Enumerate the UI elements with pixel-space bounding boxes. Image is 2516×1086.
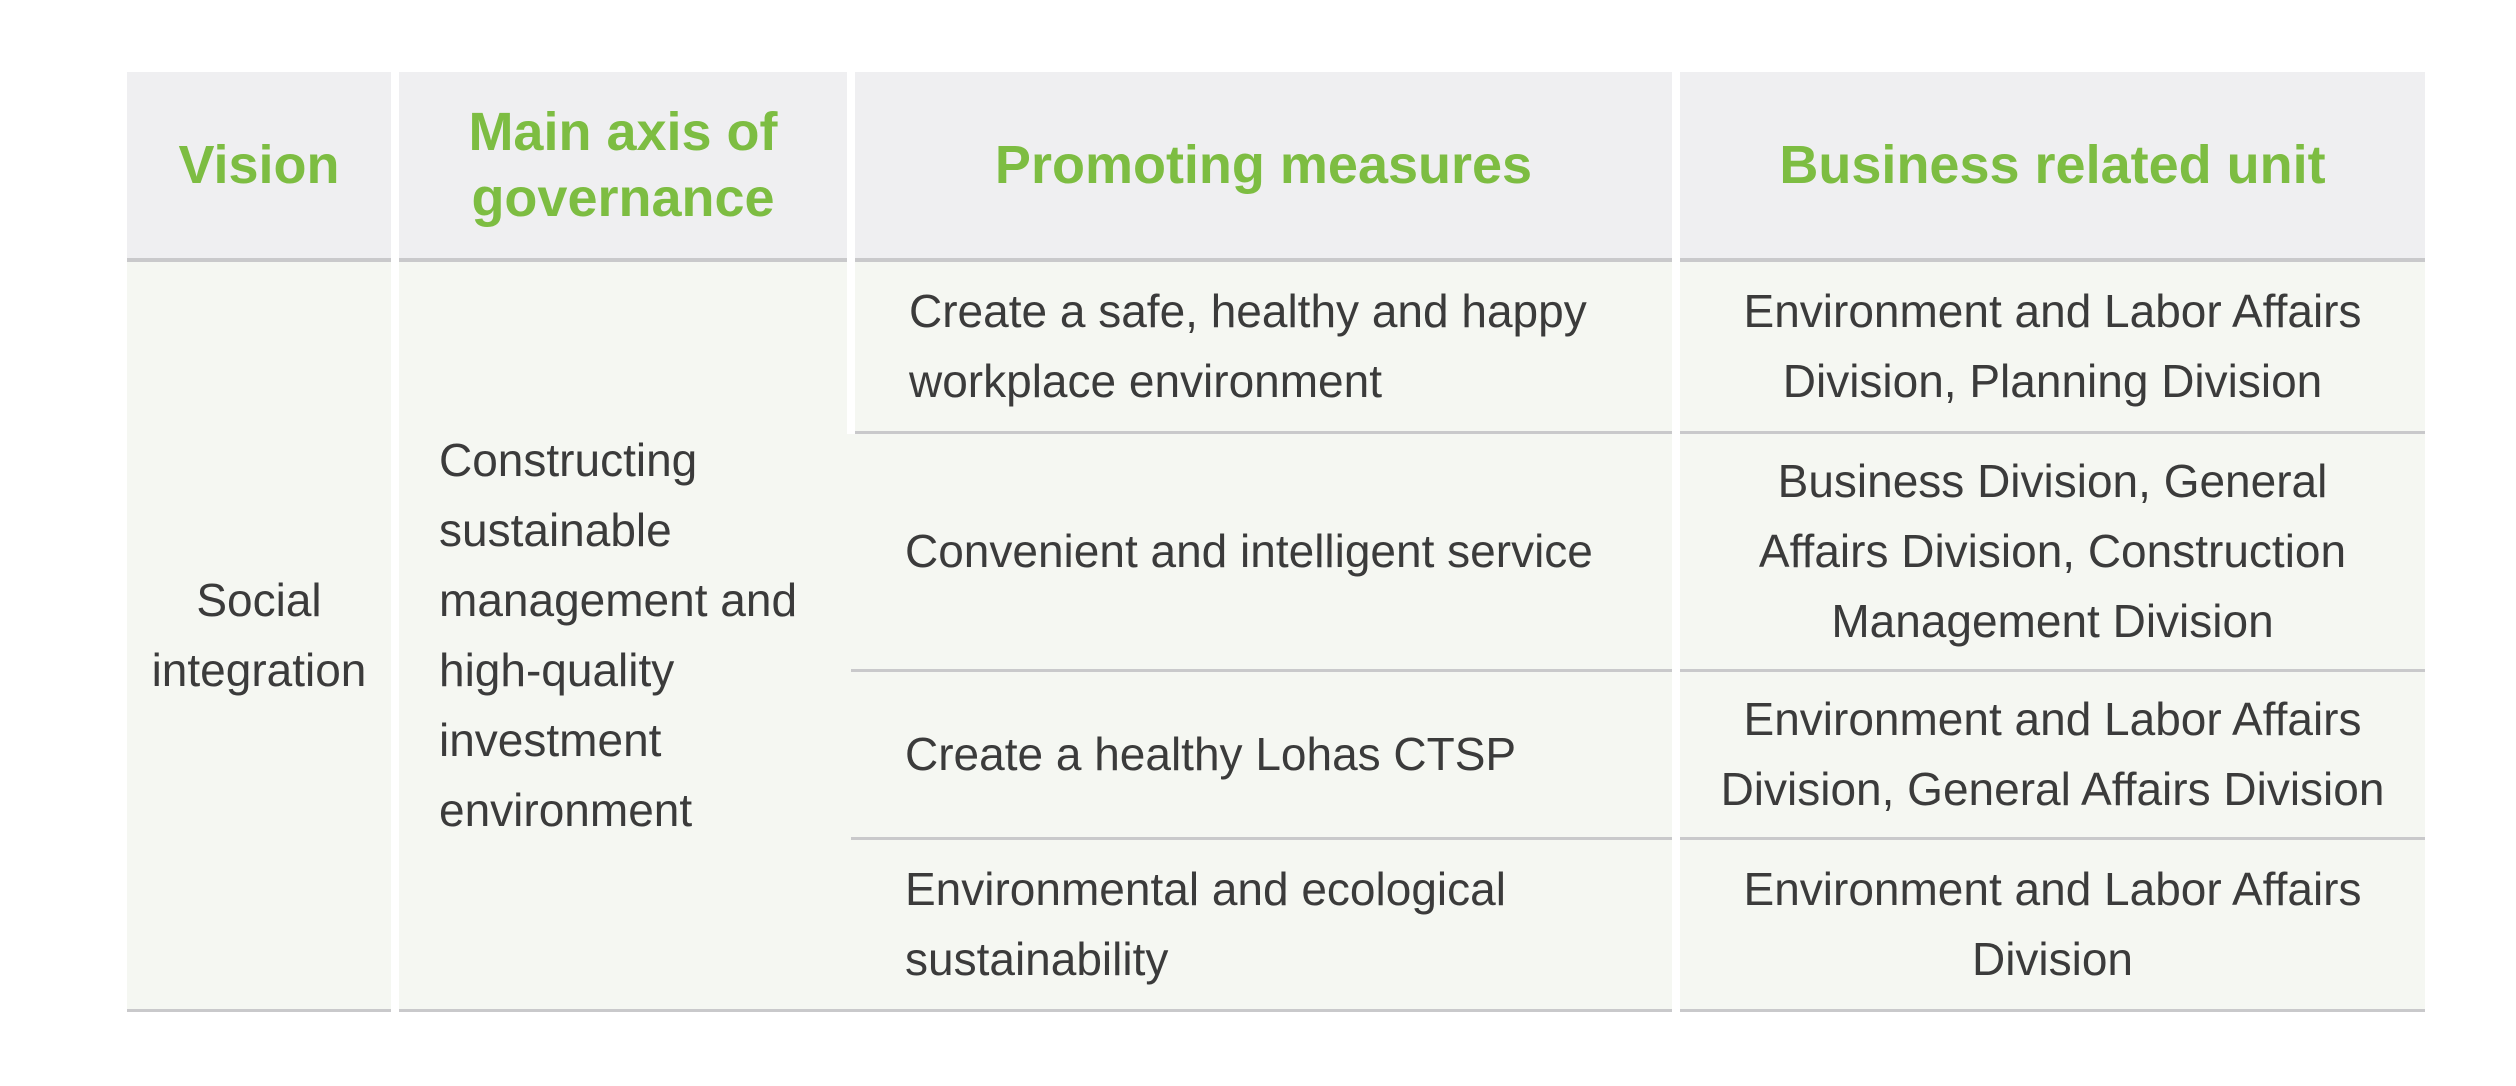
- header-promoting-measures: Promoting measures: [847, 72, 1676, 262]
- header-main-axis: Main axis of governance: [391, 72, 851, 262]
- header-vision: Vision: [127, 72, 395, 262]
- table-row: Environmental and ecological sustainabil…: [127, 838, 2425, 1012]
- measure-cell: Create a safe, healthy and happy workpla…: [847, 260, 1676, 434]
- header-row: Vision Main axis of governance Promoting…: [127, 72, 2425, 262]
- unit-cell: Environment and Labor Affairs Division, …: [1672, 670, 2425, 840]
- table-row: Convenient and intelligent service Busin…: [127, 432, 2425, 672]
- table-row: Social integration Constructing sustaina…: [127, 260, 2425, 1012]
- measure-cell: Create a healthy Lohas CTSP: [851, 670, 1676, 840]
- unit-cell: Environment and Labor Affairs Division, …: [1672, 260, 2425, 434]
- main-axis-cell: Constructing sustainable management and …: [391, 260, 851, 1012]
- governance-table: Vision Main axis of governance Promoting…: [127, 72, 2425, 1012]
- measure-cell: Convenient and intelligent service: [851, 432, 1676, 672]
- vision-cell: Social integration: [127, 260, 395, 1012]
- table-row: Create a healthy Lohas CTSP Environment …: [127, 670, 2425, 840]
- header-business-unit: Business related unit: [1672, 72, 2425, 262]
- unit-cell: Business Division, General Affairs Divis…: [1672, 432, 2425, 672]
- measure-cell: Environmental and ecological sustainabil…: [851, 838, 1676, 1012]
- unit-cell: Environment and Labor Affairs Division: [1672, 838, 2425, 1012]
